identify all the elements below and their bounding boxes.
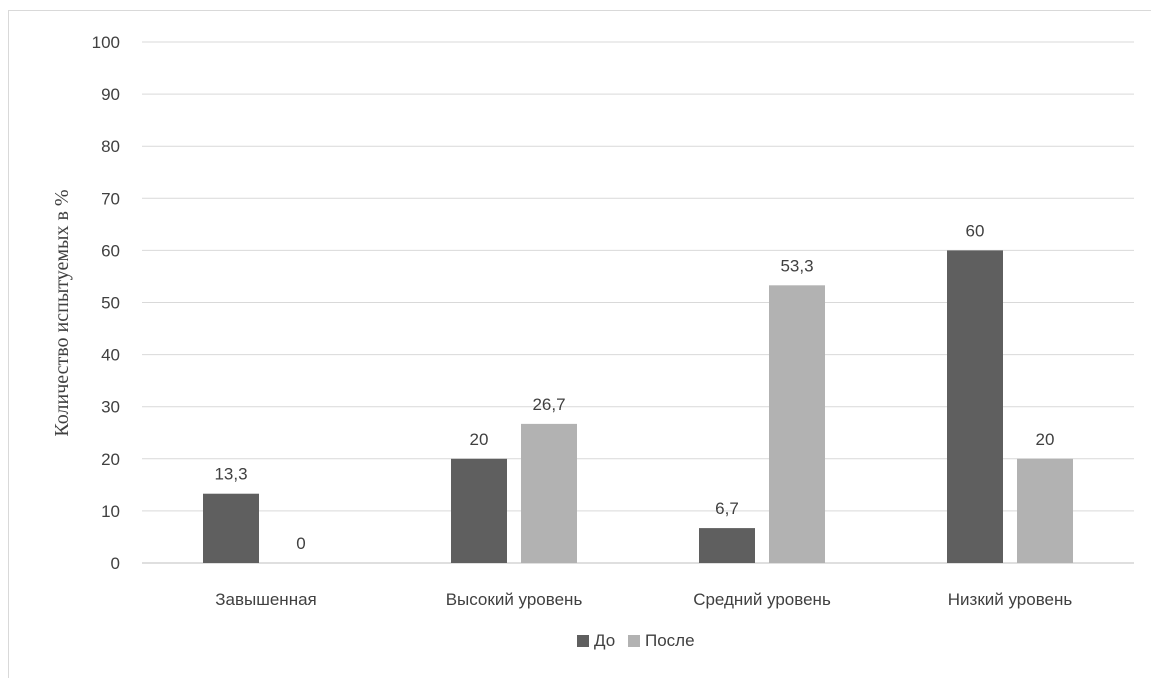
x-tick-label: Высокий уровень	[446, 590, 583, 609]
data-label: 13,3	[214, 465, 247, 484]
legend-swatch	[628, 635, 640, 647]
x-tick-label: Низкий уровень	[948, 590, 1073, 609]
bars	[203, 250, 1073, 563]
y-tick-label: 30	[101, 398, 120, 417]
bar-do	[451, 458, 507, 563]
y-tick-label: 10	[101, 502, 120, 521]
data-label: 26,7	[532, 395, 565, 414]
data-label: 0	[296, 534, 305, 553]
data-label: 53,3	[780, 256, 813, 275]
legend: До После	[577, 631, 695, 650]
x-axis-ticks: Завышенная Высокий уровень Средний уровень…	[215, 590, 1072, 609]
y-tick-label: 40	[101, 346, 120, 365]
y-tick-label: 90	[101, 85, 120, 104]
x-tick-label: Завышенная	[215, 590, 317, 609]
data-label: 6,7	[715, 499, 739, 518]
legend-swatch	[577, 635, 589, 647]
bar-do	[947, 250, 1003, 563]
y-tick-label: 20	[101, 450, 120, 469]
legend-label: До	[594, 631, 615, 650]
y-tick-label: 70	[101, 189, 120, 208]
y-tick-label: 0	[111, 554, 120, 573]
legend-label: После	[645, 631, 695, 650]
chart-frame	[8, 10, 1151, 678]
y-tick-label: 50	[101, 294, 120, 313]
y-tick-label: 60	[101, 241, 120, 260]
bar-do	[699, 528, 755, 563]
x-tick-label: Средний уровень	[693, 590, 831, 609]
data-label: 60	[966, 221, 985, 240]
bar-posle	[769, 285, 825, 563]
y-axis-ticks: 0 10 20 30 40 50 60 70 80 90 100	[92, 33, 120, 573]
bar-posle	[521, 423, 577, 563]
data-labels: 13,3 0 20 26,7 6,7 53,3 60 20	[214, 221, 1054, 553]
bar-do	[203, 493, 259, 563]
data-label: 20	[1036, 430, 1055, 449]
y-axis-label: Количество испытуемых в %	[51, 189, 73, 436]
bar-posle	[1017, 458, 1073, 563]
y-tick-label: 100	[92, 33, 120, 52]
y-tick-label: 80	[101, 137, 120, 156]
data-label: 20	[470, 430, 489, 449]
